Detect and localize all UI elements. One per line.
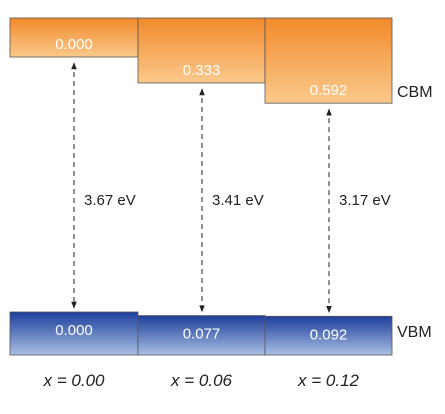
vbm-offset-col-1: 0.000 xyxy=(55,322,93,339)
vbm-offset-col-2: 0.077 xyxy=(183,326,221,343)
composition-label-col-2-text: x = 0.06 xyxy=(170,371,233,390)
vbm-block-col-1 xyxy=(9,311,139,356)
cbm-offset-col-1: 0.000 xyxy=(55,36,93,53)
vbm-label: VBM xyxy=(397,324,432,341)
cbm-block-col-1 xyxy=(9,17,139,58)
composition-label-col-2: x = 0.06 xyxy=(170,371,233,390)
cbm-offset-col-3: 0.592 xyxy=(310,82,348,99)
composition-label-col-3-text: x = 0.12 xyxy=(297,371,360,390)
cbm-offset-col-2: 0.333 xyxy=(183,62,221,79)
composition-label-col-1: x = 0.00 xyxy=(43,371,106,390)
vbm-offset-col-3: 0.092 xyxy=(310,326,348,343)
gap-label-col-1: 3.67 eV xyxy=(84,192,136,209)
vbm-block-col-3 xyxy=(264,315,393,356)
composition-label-col-3: x = 0.12 xyxy=(297,371,360,390)
composition-label-col-1-text: x = 0.00 xyxy=(43,371,106,390)
gap-label-col-2: 3.41 eV xyxy=(212,192,264,209)
cbm-block-col-3 xyxy=(264,17,393,104)
vbm-block-col-2 xyxy=(137,315,266,356)
gap-label-col-3: 3.17 eV xyxy=(339,192,391,209)
cbm-label: CBM xyxy=(397,84,433,101)
